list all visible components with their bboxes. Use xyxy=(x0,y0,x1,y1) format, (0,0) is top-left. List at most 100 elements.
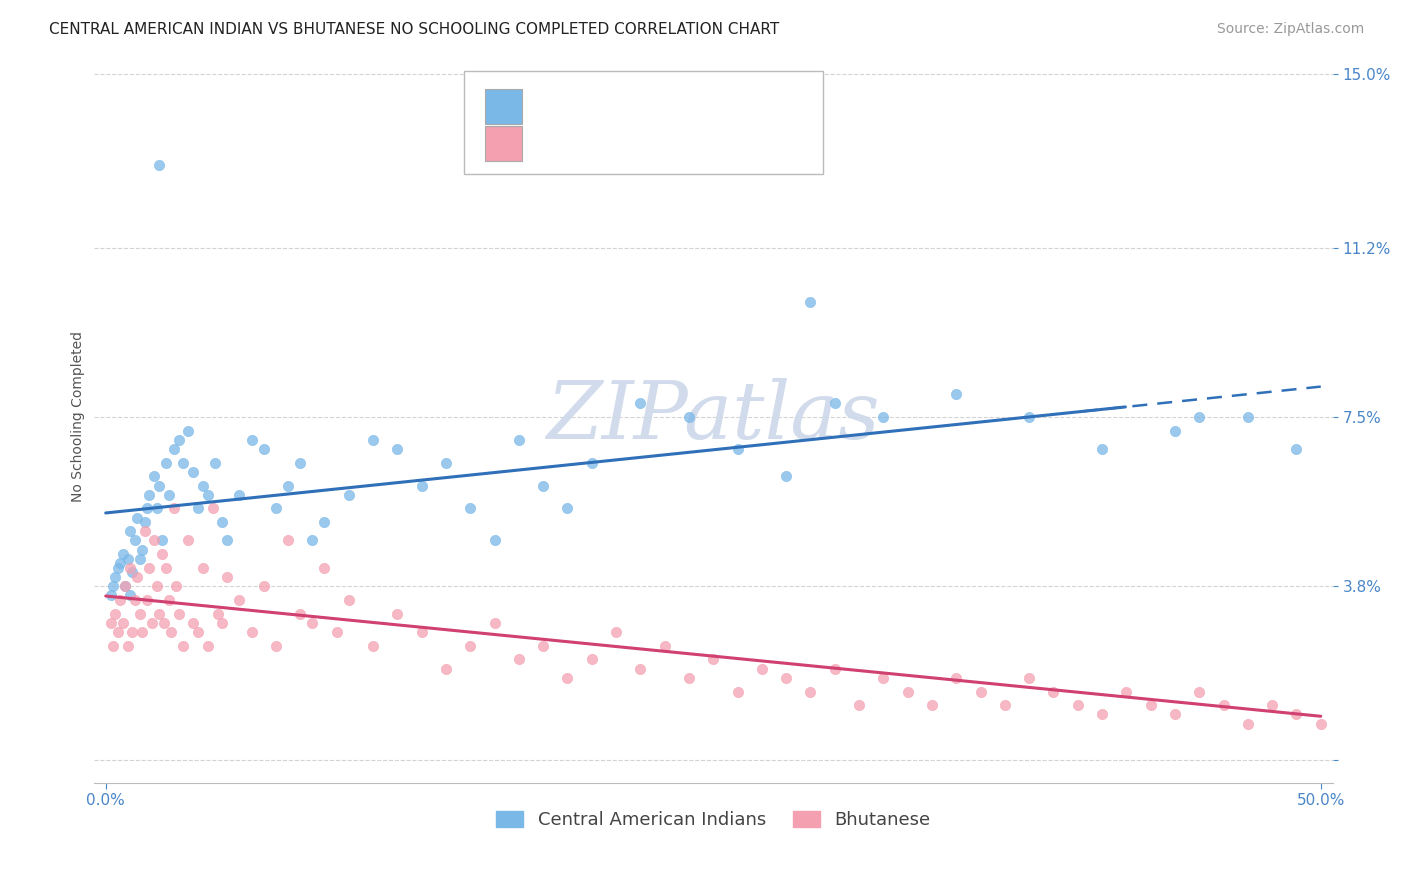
Point xyxy=(605,625,627,640)
Point xyxy=(253,579,276,593)
Point xyxy=(277,478,299,492)
Point xyxy=(150,533,173,548)
Point xyxy=(104,570,127,584)
Point xyxy=(155,456,177,470)
Point xyxy=(240,625,263,640)
Point xyxy=(114,579,136,593)
Point xyxy=(1018,671,1040,685)
Point xyxy=(969,684,991,698)
Point xyxy=(197,488,219,502)
Point xyxy=(277,533,299,548)
Point xyxy=(824,396,846,410)
Point xyxy=(727,684,749,698)
Point xyxy=(110,593,132,607)
Point xyxy=(1358,707,1381,722)
Point xyxy=(581,456,603,470)
Point xyxy=(1309,716,1331,731)
Point xyxy=(228,488,250,502)
Point xyxy=(201,501,224,516)
Point xyxy=(508,433,530,447)
Point xyxy=(314,515,336,529)
Point xyxy=(117,639,139,653)
Point xyxy=(141,615,163,630)
Point xyxy=(101,639,124,653)
Point xyxy=(187,625,209,640)
Point xyxy=(994,698,1017,713)
Point xyxy=(702,652,724,666)
Point xyxy=(128,607,150,621)
Point xyxy=(325,625,347,640)
Point xyxy=(117,551,139,566)
Point xyxy=(897,684,920,698)
Point xyxy=(118,524,141,539)
Point xyxy=(217,570,239,584)
Point xyxy=(114,579,136,593)
Point xyxy=(143,469,166,483)
Point xyxy=(264,639,287,653)
Point xyxy=(107,561,129,575)
Point xyxy=(173,639,195,653)
Point xyxy=(163,501,186,516)
Point xyxy=(148,478,170,492)
Point xyxy=(181,615,204,630)
Point xyxy=(1018,409,1040,424)
Point xyxy=(531,639,554,653)
Point xyxy=(165,579,187,593)
Point xyxy=(1067,698,1090,713)
Point xyxy=(361,433,384,447)
Point xyxy=(581,652,603,666)
Text: Source: ZipAtlas.com: Source: ZipAtlas.com xyxy=(1216,22,1364,37)
Point xyxy=(411,625,433,640)
Point xyxy=(628,396,651,410)
Text: ZIPatlas: ZIPatlas xyxy=(547,378,880,456)
Point xyxy=(678,409,700,424)
Point xyxy=(387,607,409,621)
Point xyxy=(921,698,943,713)
Point xyxy=(124,533,146,548)
Y-axis label: No Schooling Completed: No Schooling Completed xyxy=(72,331,86,502)
Point xyxy=(264,501,287,516)
Point xyxy=(654,639,676,653)
Point xyxy=(100,588,122,602)
Point xyxy=(1334,698,1357,713)
Point xyxy=(157,488,180,502)
Point xyxy=(1139,698,1161,713)
Text: CENTRAL AMERICAN INDIAN VS BHUTANESE NO SCHOOLING COMPLETED CORRELATION CHART: CENTRAL AMERICAN INDIAN VS BHUTANESE NO … xyxy=(49,22,779,37)
Point xyxy=(145,501,167,516)
Point xyxy=(1188,409,1211,424)
Point xyxy=(337,593,360,607)
Point xyxy=(148,158,170,172)
Point xyxy=(136,593,159,607)
Point xyxy=(1237,716,1260,731)
Point xyxy=(751,662,773,676)
Point xyxy=(145,579,167,593)
Point xyxy=(181,465,204,479)
Point xyxy=(124,593,146,607)
Point xyxy=(434,456,457,470)
Point xyxy=(531,478,554,492)
Point xyxy=(775,671,797,685)
Point xyxy=(1261,698,1284,713)
Point xyxy=(191,561,214,575)
Point xyxy=(110,557,132,571)
Point xyxy=(872,409,894,424)
Point xyxy=(240,433,263,447)
Point xyxy=(387,442,409,456)
Point xyxy=(138,561,160,575)
Point xyxy=(727,442,749,456)
Point xyxy=(678,671,700,685)
Text: R = -0.337   N =  101: R = -0.337 N = 101 xyxy=(530,135,724,153)
Point xyxy=(127,510,149,524)
Point xyxy=(167,433,190,447)
Point xyxy=(872,671,894,685)
Point xyxy=(1091,442,1114,456)
Point xyxy=(157,593,180,607)
Point xyxy=(143,533,166,548)
Point xyxy=(1212,698,1234,713)
Legend: Central American Indians, Bhutanese: Central American Indians, Bhutanese xyxy=(489,804,938,837)
Point xyxy=(824,662,846,676)
Point xyxy=(177,533,200,548)
Point xyxy=(191,478,214,492)
Point xyxy=(204,456,226,470)
Point xyxy=(211,515,233,529)
